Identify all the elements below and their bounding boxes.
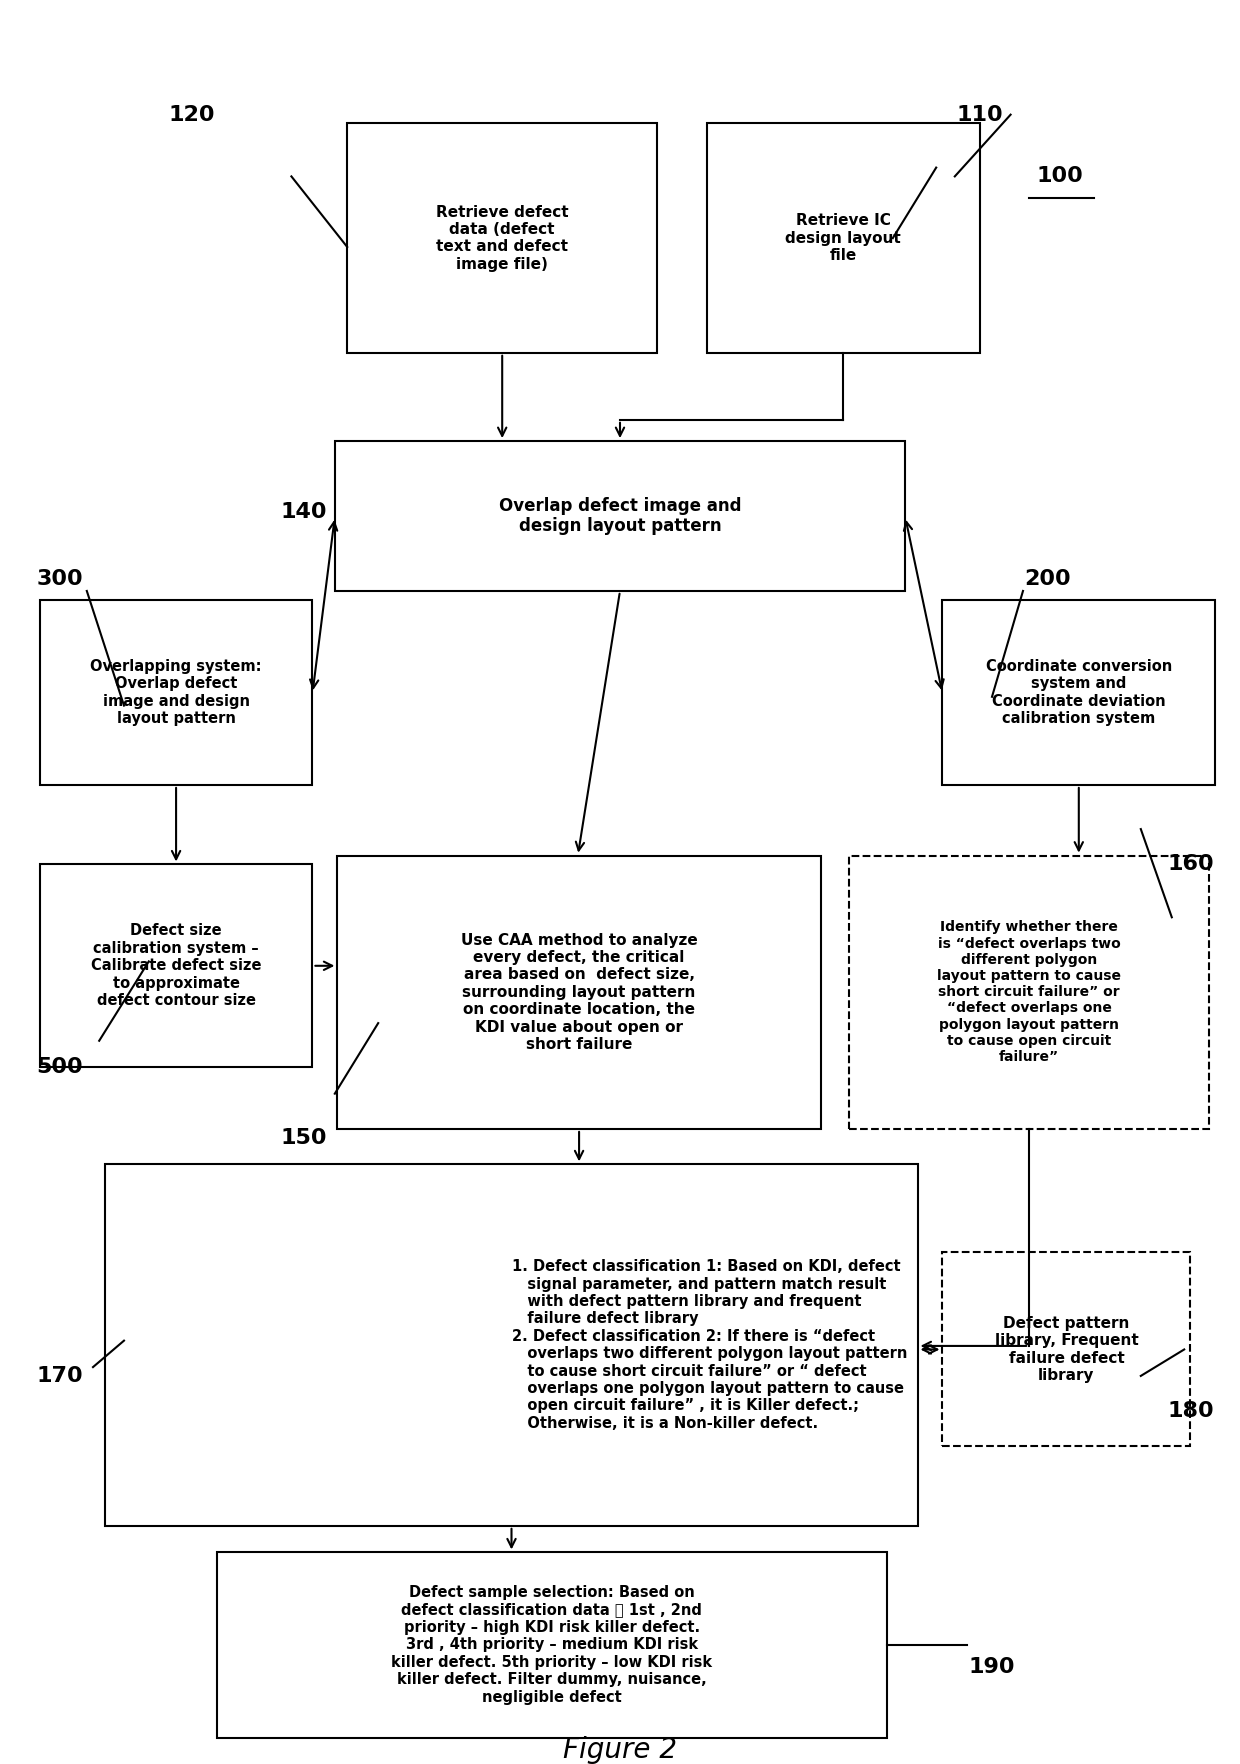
Text: Coordinate conversion
system and
Coordinate deviation
calibration system: Coordinate conversion system and Coordin…: [986, 658, 1172, 727]
Text: Defect size
calibration system –
Calibrate defect size
to approximate
defect con: Defect size calibration system – Calibra…: [91, 924, 262, 1007]
FancyBboxPatch shape: [707, 123, 980, 353]
Text: 160: 160: [1167, 854, 1214, 875]
Text: 100: 100: [1037, 166, 1084, 187]
Text: Overlap defect image and
design layout pattern: Overlap defect image and design layout p…: [498, 497, 742, 534]
FancyBboxPatch shape: [942, 1252, 1190, 1446]
Text: 170: 170: [36, 1365, 83, 1387]
FancyBboxPatch shape: [40, 864, 312, 1067]
Text: 180: 180: [1167, 1401, 1214, 1422]
FancyBboxPatch shape: [335, 441, 905, 591]
FancyBboxPatch shape: [337, 856, 821, 1129]
Text: 120: 120: [169, 104, 216, 125]
Text: 300: 300: [36, 568, 83, 589]
FancyBboxPatch shape: [849, 856, 1209, 1129]
FancyBboxPatch shape: [217, 1552, 887, 1738]
FancyBboxPatch shape: [942, 600, 1215, 785]
FancyBboxPatch shape: [105, 1164, 918, 1526]
Text: Identify whether there
is “defect overlaps two
different polygon
layout pattern : Identify whether there is “defect overla…: [937, 921, 1121, 1064]
Text: Overlapping system:
Overlap defect
image and design
layout pattern: Overlapping system: Overlap defect image…: [91, 658, 262, 727]
Text: Retrieve defect
data (defect
text and defect
image file): Retrieve defect data (defect text and de…: [436, 205, 568, 272]
Text: 1. Defect classification 1: Based on KDI, defect
   signal parameter, and patter: 1. Defect classification 1: Based on KDI…: [512, 1259, 906, 1431]
Text: 500: 500: [36, 1057, 83, 1078]
FancyBboxPatch shape: [40, 600, 312, 785]
FancyBboxPatch shape: [347, 123, 657, 353]
Text: Retrieve IC
design layout
file: Retrieve IC design layout file: [785, 213, 901, 263]
Text: 110: 110: [956, 104, 1003, 125]
Text: Figure 2: Figure 2: [563, 1736, 677, 1764]
Text: Defect pattern
library, Frequent
failure defect
library: Defect pattern library, Frequent failure…: [994, 1316, 1138, 1383]
Text: Defect sample selection: Based on
defect classification data ・ 1st , 2nd
priorit: Defect sample selection: Based on defect…: [392, 1586, 712, 1704]
Text: 150: 150: [280, 1127, 327, 1148]
Text: 190: 190: [968, 1656, 1016, 1678]
Text: Use CAA method to analyze
every defect, the critical
area based on  defect size,: Use CAA method to analyze every defect, …: [461, 933, 697, 1051]
Text: 200: 200: [1024, 568, 1071, 589]
Text: 140: 140: [280, 501, 327, 522]
